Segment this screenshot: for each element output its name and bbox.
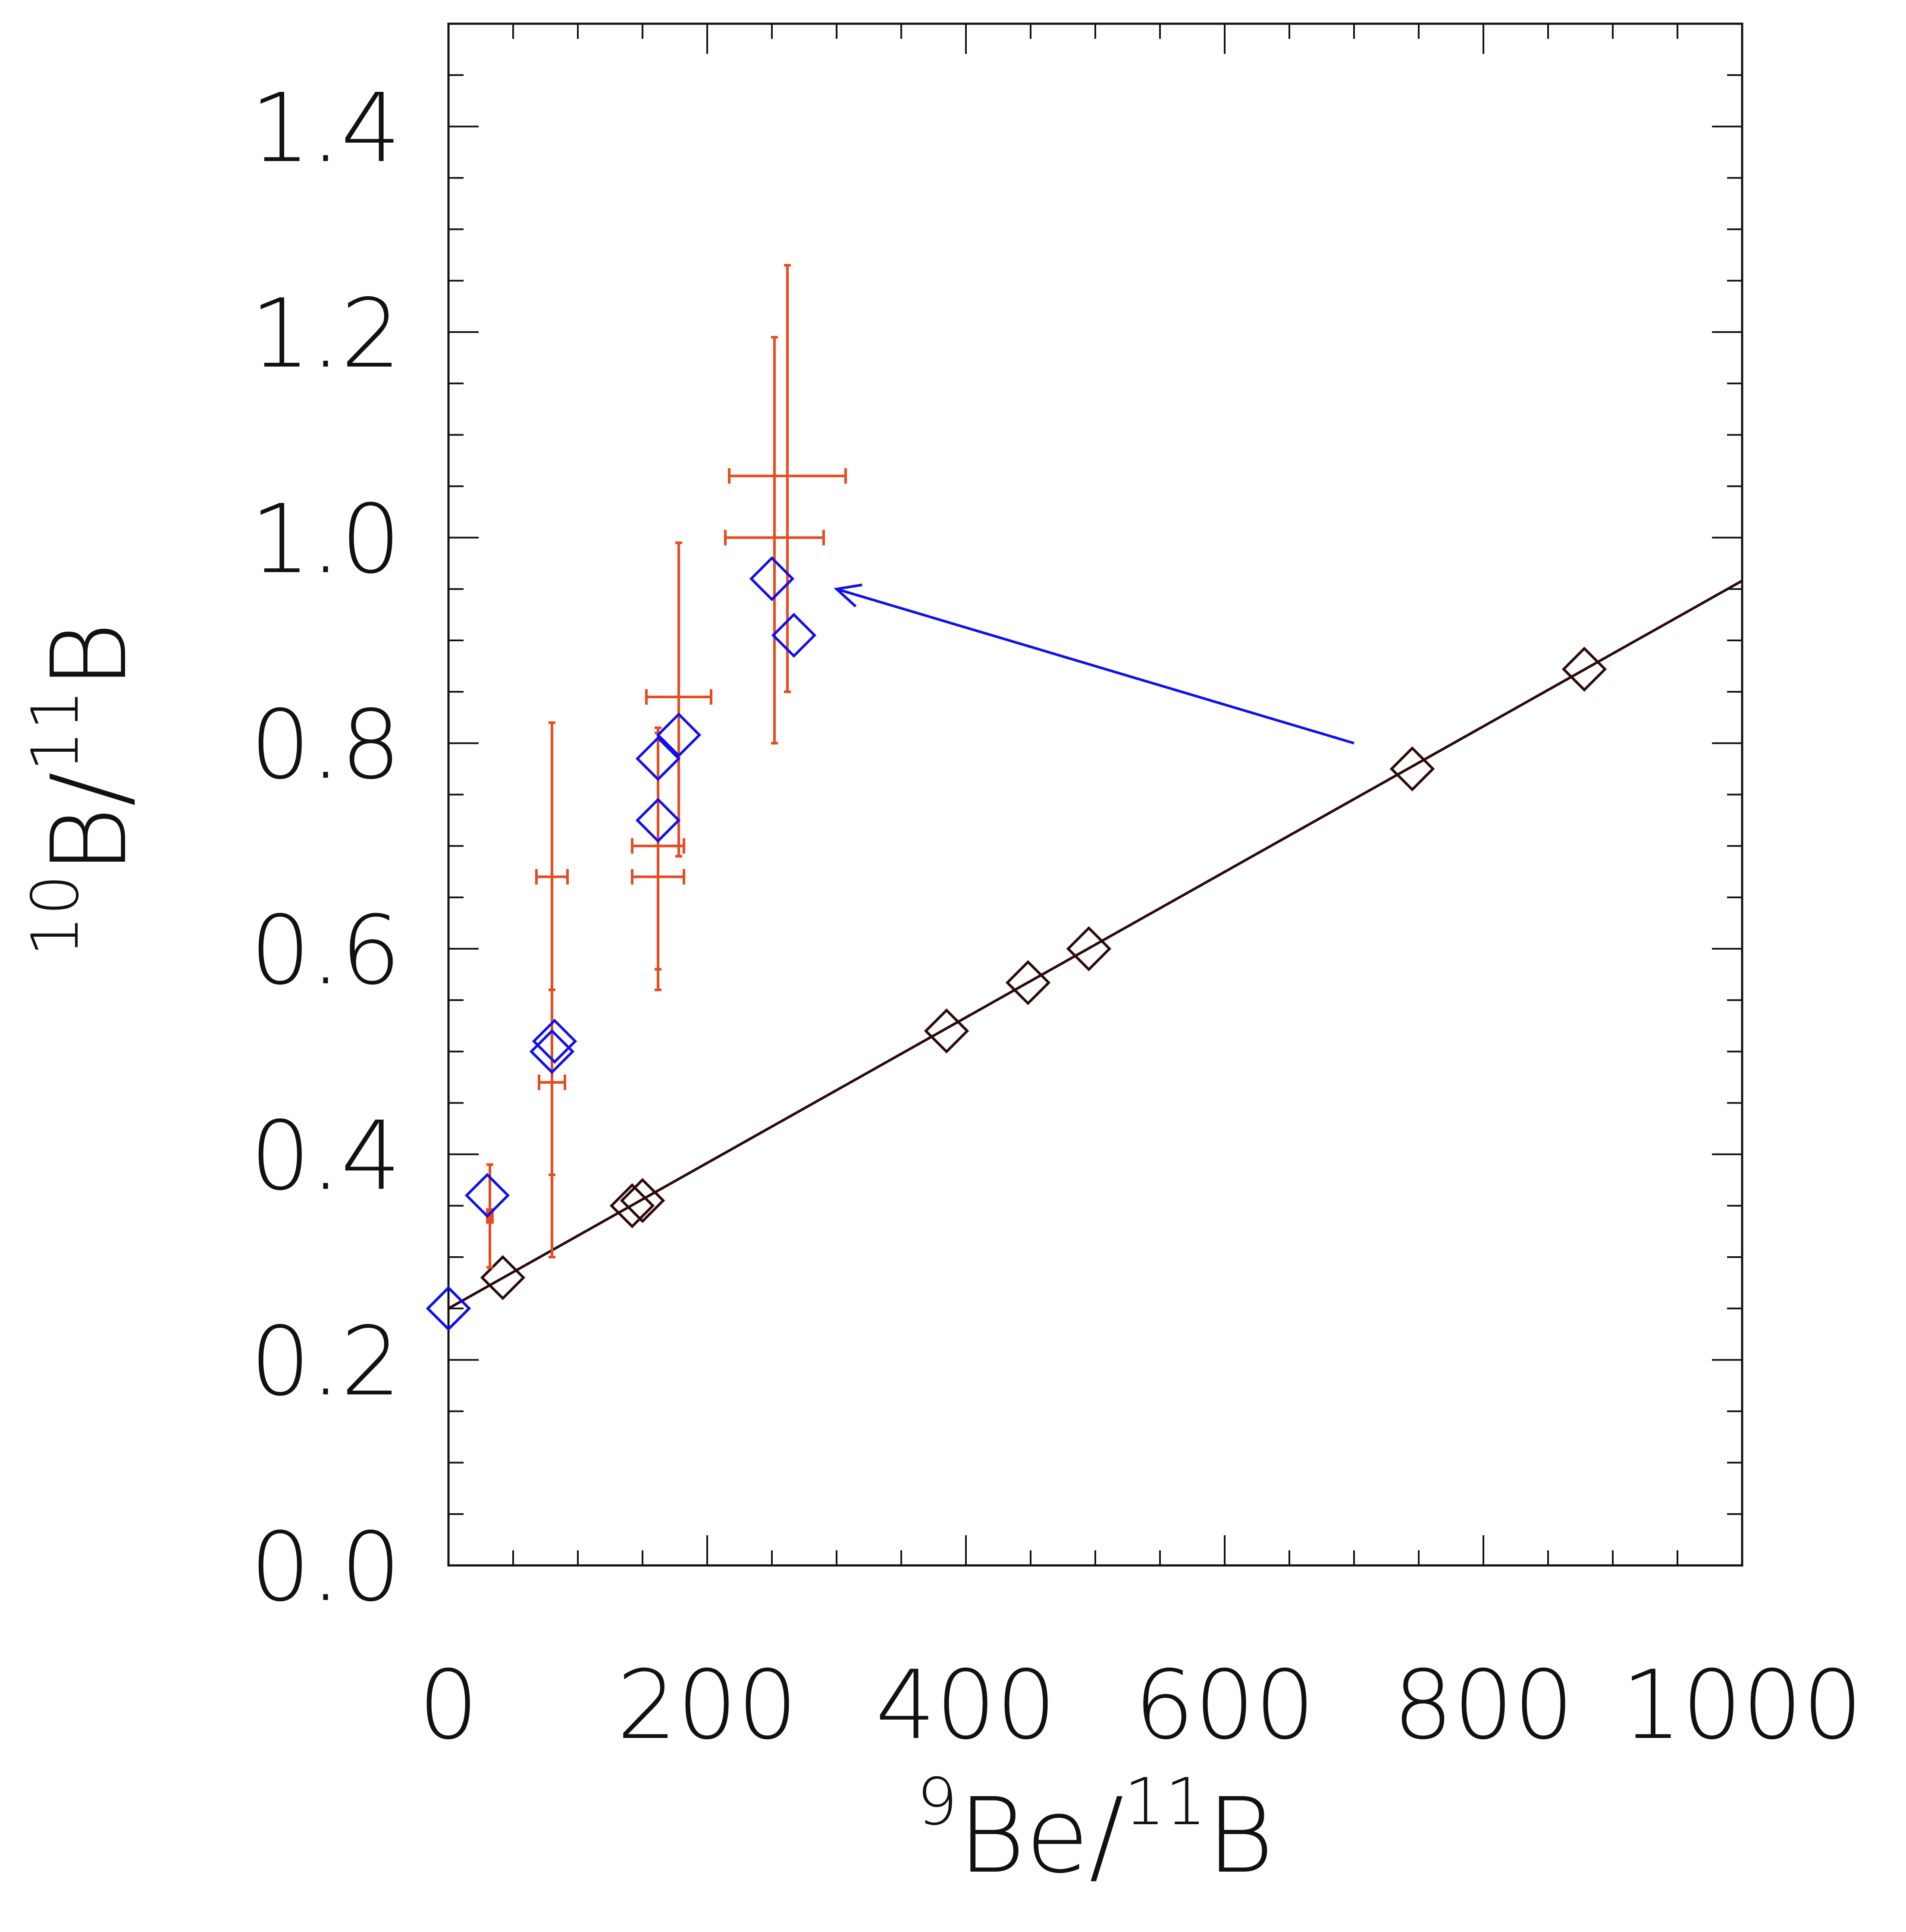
corrected-point xyxy=(771,612,817,658)
corrected-point xyxy=(656,712,702,758)
model-point xyxy=(924,1008,969,1054)
y-tick-label: 1.2 xyxy=(250,279,401,389)
x-tick-label: 200 xyxy=(617,1650,798,1760)
y-tick-label: 0.4 xyxy=(250,1101,401,1211)
model-point xyxy=(1005,960,1051,1005)
x-tick-label: 800 xyxy=(1393,1650,1574,1760)
corrected-point xyxy=(635,736,681,781)
corrected-points xyxy=(426,556,817,1331)
axis-labels: 0 200 400 600 800 1000 0.0 0.2 0.4 0.6 0.8 1.0 1.2 1.… xyxy=(18,73,1863,1896)
measurement-errorbars xyxy=(486,264,847,1269)
corrected-point xyxy=(464,1173,510,1218)
x-axis-title: 9Be/11B xyxy=(916,1765,1274,1896)
x-axis-title-base: B xyxy=(1206,1775,1274,1896)
model-series xyxy=(426,580,1743,1331)
x-axis-title-sup: 9 xyxy=(916,1765,957,1840)
x-tick-label: 1000 xyxy=(1621,1650,1863,1760)
y-axis-title-base: B xyxy=(29,622,150,690)
x-tick-label: 0 xyxy=(418,1650,479,1760)
x-tick-label: 400 xyxy=(875,1650,1056,1760)
x-tick-label: 600 xyxy=(1134,1650,1315,1760)
corrected-point xyxy=(426,1286,471,1331)
y-tick-label: 0.0 xyxy=(250,1512,401,1622)
model-point xyxy=(620,1178,665,1223)
corrected-point xyxy=(532,1019,577,1064)
model-point xyxy=(480,1255,526,1300)
y-axis-title: 10B/11B xyxy=(18,622,150,957)
y-tick-label: 0.6 xyxy=(250,895,401,1006)
annotation-arrow-shaft xyxy=(836,587,1354,745)
corrected-point xyxy=(635,797,681,843)
y-tick-label: 0.8 xyxy=(250,690,401,800)
axis-ticks xyxy=(448,23,1743,1566)
model-point xyxy=(1561,646,1607,692)
plot-frame xyxy=(447,22,1743,1567)
model-line xyxy=(448,580,1743,1310)
y-tick-label: 0.2 xyxy=(250,1306,401,1417)
corrected-point xyxy=(749,556,795,602)
model-point xyxy=(1389,746,1435,792)
annotation-arrow-head xyxy=(834,583,862,608)
plot-frame-rect xyxy=(447,22,1743,1567)
y-axis-title-sup: 10 xyxy=(18,875,93,957)
model-point xyxy=(609,1183,655,1229)
y-tick-label: 1.0 xyxy=(250,484,401,595)
y-tick-label: 1.4 xyxy=(250,73,401,183)
x-axis-title-sup: 11 xyxy=(1124,1765,1207,1840)
model-point xyxy=(1066,926,1112,972)
y-axis-title-sup: 11 xyxy=(18,690,93,772)
x-axis-title-base: Be/ xyxy=(958,1775,1124,1896)
annotations xyxy=(834,583,1354,745)
y-axis-title-base: B/ xyxy=(29,772,150,875)
